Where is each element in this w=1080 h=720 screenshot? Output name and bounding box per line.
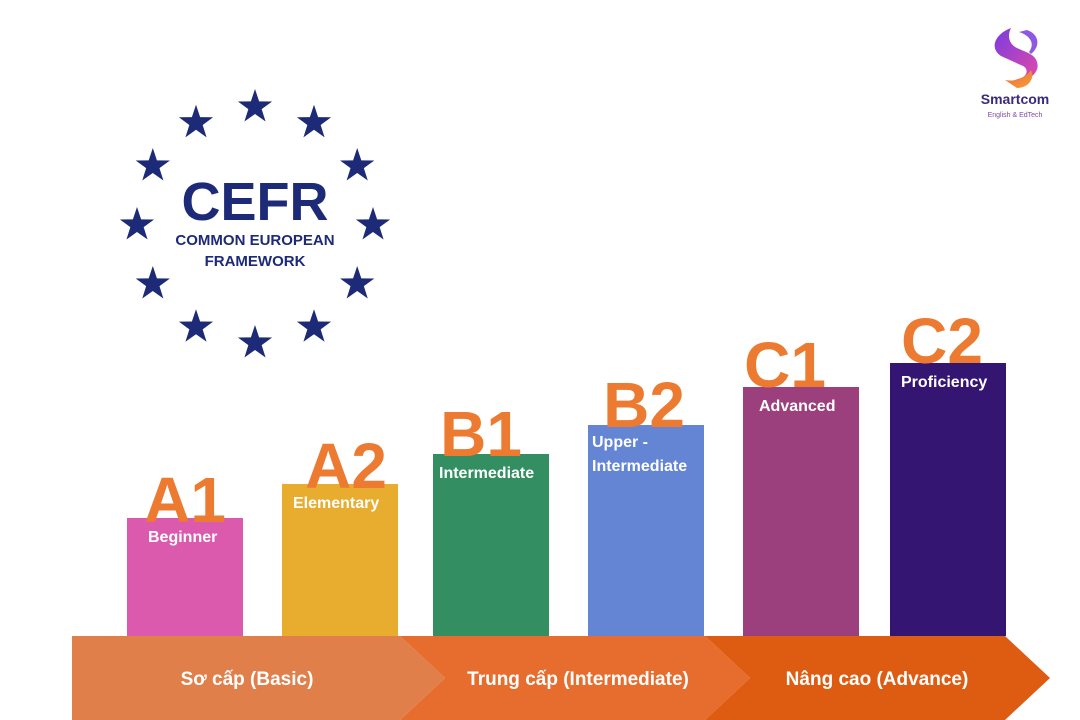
star-icon bbox=[296, 309, 332, 342]
stage-advance bbox=[705, 636, 1050, 720]
star-icon bbox=[340, 148, 375, 181]
star-ring bbox=[119, 89, 391, 358]
stage-basic bbox=[72, 636, 445, 720]
level-bar-a1: A1 Beginner bbox=[127, 468, 243, 636]
cefr-line2: FRAMEWORK bbox=[205, 253, 306, 270]
cefr-logo: CEFR COMMON EUROPEAN FRAMEWORK bbox=[119, 89, 391, 358]
star-icon bbox=[178, 104, 214, 138]
smartcom-s-logo-icon bbox=[994, 28, 1038, 88]
level-code: A2 bbox=[305, 430, 387, 502]
star-icon bbox=[237, 325, 273, 358]
level-bar-c1: C1 Advanced bbox=[743, 333, 859, 636]
level-bar-b1: B1 Intermediate bbox=[433, 402, 549, 636]
level-code: A1 bbox=[144, 464, 226, 536]
stage-intermediate-label: Trung cấp (Intermediate) bbox=[467, 669, 689, 690]
level-label: Proficiency bbox=[901, 374, 988, 391]
level-label: Intermediate bbox=[439, 465, 535, 482]
star-icon bbox=[340, 266, 375, 299]
level-bar-a2: A2 Elementary bbox=[282, 434, 398, 636]
star-icon bbox=[296, 104, 332, 138]
smartcom-logo: Smartcom English & EdTech bbox=[981, 28, 1049, 119]
level-code: B2 bbox=[603, 369, 685, 441]
stage-basic-label: Sơ cấp (Basic) bbox=[181, 669, 314, 690]
star-icon bbox=[119, 207, 155, 240]
star-icon bbox=[355, 207, 391, 240]
star-icon bbox=[135, 266, 170, 299]
level-label: Elementary bbox=[293, 495, 380, 512]
cefr-acronym: CEFR bbox=[182, 172, 329, 232]
level-label: Beginner bbox=[148, 529, 218, 546]
level-code: C2 bbox=[901, 305, 983, 377]
level-bar-c2: C2 Proficiency bbox=[890, 309, 1006, 636]
level-label: Advanced bbox=[759, 398, 836, 415]
level-bar-b2: B2 Upper - Intermediate bbox=[588, 373, 704, 636]
brand-tagline: English & EdTech bbox=[988, 112, 1043, 119]
star-icon bbox=[178, 309, 214, 342]
star-icon bbox=[135, 148, 170, 181]
stage-advance-label: Nâng cao (Advance) bbox=[786, 669, 969, 690]
level-code: C1 bbox=[744, 329, 826, 401]
level-code: B1 bbox=[440, 398, 522, 470]
cefr-line1: COMMON EUROPEAN bbox=[175, 232, 334, 249]
brand-name: Smartcom bbox=[981, 91, 1049, 107]
stage-intermediate bbox=[400, 636, 750, 720]
star-icon bbox=[237, 89, 273, 122]
stage-band: Sơ cấp (Basic) Trung cấp (Intermediate) … bbox=[72, 636, 1050, 720]
level-label: Upper - Intermediate bbox=[592, 434, 688, 475]
